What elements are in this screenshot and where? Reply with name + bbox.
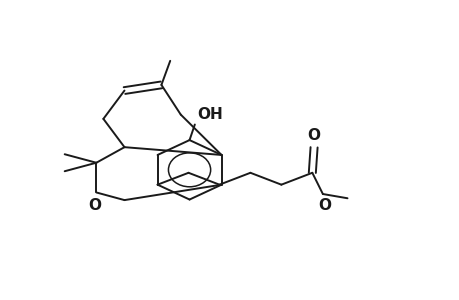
- Text: O: O: [88, 198, 101, 213]
- Text: OH: OH: [197, 107, 223, 122]
- Text: O: O: [318, 198, 330, 213]
- Text: O: O: [307, 128, 320, 143]
